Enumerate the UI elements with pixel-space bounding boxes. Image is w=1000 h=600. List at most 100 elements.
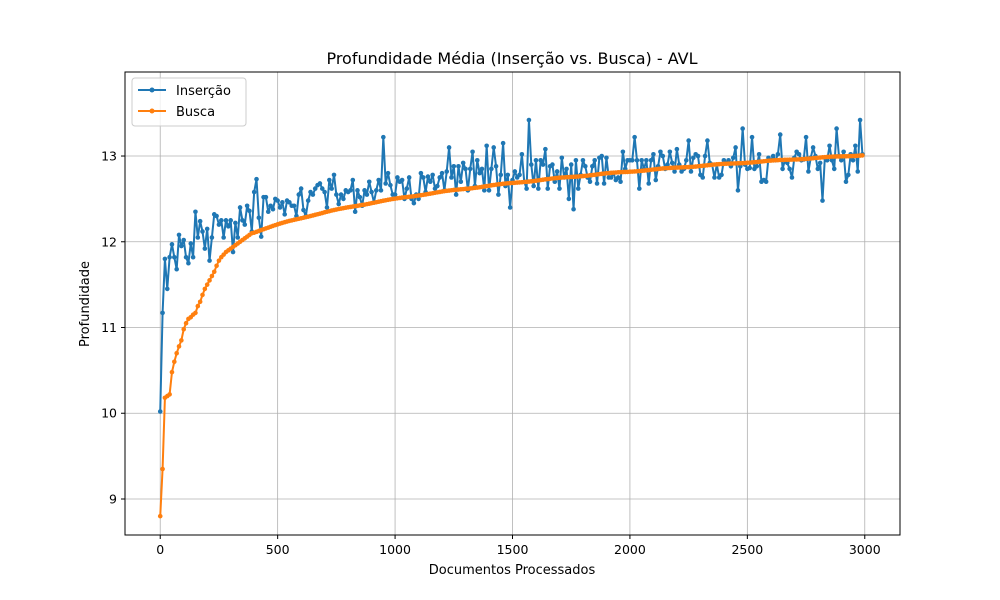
data-point-insercao bbox=[331, 172, 337, 178]
data-point-insercao bbox=[193, 209, 198, 215]
data-point-insercao bbox=[482, 188, 487, 193]
data-point-insercao bbox=[446, 145, 452, 150]
data-point-insercao bbox=[242, 222, 248, 227]
data-point-insercao bbox=[644, 158, 649, 163]
data-point-insercao bbox=[444, 169, 450, 174]
data-point-insercao bbox=[388, 182, 393, 188]
data-point-insercao bbox=[200, 229, 205, 234]
data-point-insercao bbox=[658, 149, 663, 155]
data-point-insercao bbox=[479, 166, 485, 172]
data-point-busca bbox=[179, 338, 184, 343]
axis-ticks: 0 500 1000 1500 2000 2500 3000 9 10 11 12 13 bbox=[101, 149, 881, 557]
data-point-insercao bbox=[376, 177, 381, 183]
data-point-insercao bbox=[500, 140, 506, 146]
data-point-insercao bbox=[803, 134, 809, 140]
data-point-insercao bbox=[463, 166, 468, 172]
data-point-busca bbox=[197, 299, 203, 305]
data-point-insercao bbox=[646, 181, 652, 186]
data-point-insercao bbox=[496, 192, 501, 197]
data-point-insercao bbox=[369, 189, 374, 195]
data-point-insercao bbox=[566, 196, 572, 202]
data-point-insercao bbox=[160, 310, 165, 316]
data-point-insercao bbox=[810, 145, 816, 150]
data-point-insercao bbox=[796, 152, 802, 157]
data-point-insercao bbox=[608, 175, 614, 180]
data-point-insercao bbox=[528, 162, 534, 167]
data-point-insercao bbox=[552, 179, 558, 185]
data-point-insercao bbox=[251, 189, 257, 195]
data-point-insercao bbox=[305, 198, 311, 203]
data-point-insercao bbox=[599, 153, 605, 159]
data-point-insercao bbox=[705, 138, 710, 143]
data-point-insercao bbox=[378, 188, 384, 193]
data-point-insercao bbox=[580, 158, 586, 163]
data-point-busca bbox=[204, 282, 210, 287]
data-point-insercao bbox=[221, 235, 226, 240]
data-point-insercao bbox=[186, 260, 191, 266]
data-point-insercao bbox=[691, 155, 696, 161]
data-point-insercao bbox=[700, 175, 706, 180]
data-point-insercao bbox=[695, 153, 701, 159]
data-point-insercao bbox=[491, 145, 497, 150]
data-point-insercao bbox=[172, 254, 177, 260]
data-point-insercao bbox=[632, 134, 637, 140]
data-point-insercao bbox=[230, 249, 236, 255]
legend-label-busca: Busca bbox=[176, 105, 215, 120]
data-point-insercao bbox=[188, 241, 194, 246]
data-point-insercao bbox=[573, 158, 579, 163]
data-point-busca bbox=[207, 278, 212, 283]
data-point-insercao bbox=[282, 212, 288, 217]
data-point-busca bbox=[202, 286, 208, 292]
data-point-insercao bbox=[820, 198, 825, 203]
data-point-insercao bbox=[383, 181, 388, 186]
series-layer bbox=[157, 117, 865, 519]
data-point-insercao bbox=[702, 153, 708, 159]
x-tick-label: 500 bbox=[266, 542, 290, 557]
data-point-insercao bbox=[843, 179, 849, 185]
data-point-insercao bbox=[268, 203, 273, 209]
data-point-insercao bbox=[404, 186, 410, 191]
data-point-insercao bbox=[467, 166, 473, 172]
data-point-busca bbox=[176, 344, 182, 349]
data-point-insercao bbox=[838, 158, 844, 163]
data-point-insercao bbox=[275, 198, 280, 203]
data-point-insercao bbox=[470, 149, 475, 155]
data-point-insercao bbox=[157, 409, 163, 414]
data-point-insercao bbox=[451, 164, 457, 169]
data-point-insercao bbox=[568, 162, 574, 167]
data-point-insercao bbox=[533, 158, 539, 163]
data-point-insercao bbox=[559, 155, 565, 161]
data-point-insercao bbox=[352, 209, 358, 215]
data-point-insercao bbox=[312, 186, 318, 191]
data-point-busca bbox=[195, 303, 201, 309]
data-point-insercao bbox=[763, 179, 769, 185]
data-point-insercao bbox=[831, 166, 837, 172]
data-point-insercao bbox=[420, 175, 426, 180]
data-point-insercao bbox=[615, 175, 621, 180]
data-point-insercao bbox=[167, 254, 172, 260]
data-point-insercao bbox=[190, 254, 196, 260]
data-point-insercao bbox=[348, 188, 353, 193]
data-point-insercao bbox=[683, 158, 689, 163]
data-point-insercao bbox=[519, 152, 525, 157]
x-tick-label: 1000 bbox=[379, 542, 411, 557]
data-point-insercao bbox=[296, 192, 302, 197]
data-point-insercao bbox=[498, 172, 504, 178]
legend-marker-busca bbox=[149, 108, 155, 114]
data-point-insercao bbox=[735, 188, 741, 193]
data-point-insercao bbox=[754, 164, 760, 169]
data-point-insercao bbox=[780, 166, 785, 172]
data-point-insercao bbox=[601, 181, 607, 186]
data-point-busca bbox=[169, 369, 175, 375]
data-point-insercao bbox=[322, 189, 327, 195]
data-point-insercao bbox=[247, 208, 252, 214]
data-point-insercao bbox=[263, 194, 269, 200]
data-point-insercao bbox=[719, 172, 724, 178]
data-point-insercao bbox=[329, 186, 334, 191]
data-point-insercao bbox=[538, 158, 543, 163]
data-point-busca bbox=[214, 263, 219, 269]
data-point-insercao bbox=[381, 134, 386, 140]
data-point-insercao bbox=[298, 186, 304, 191]
y-tick-label: 13 bbox=[101, 149, 117, 164]
